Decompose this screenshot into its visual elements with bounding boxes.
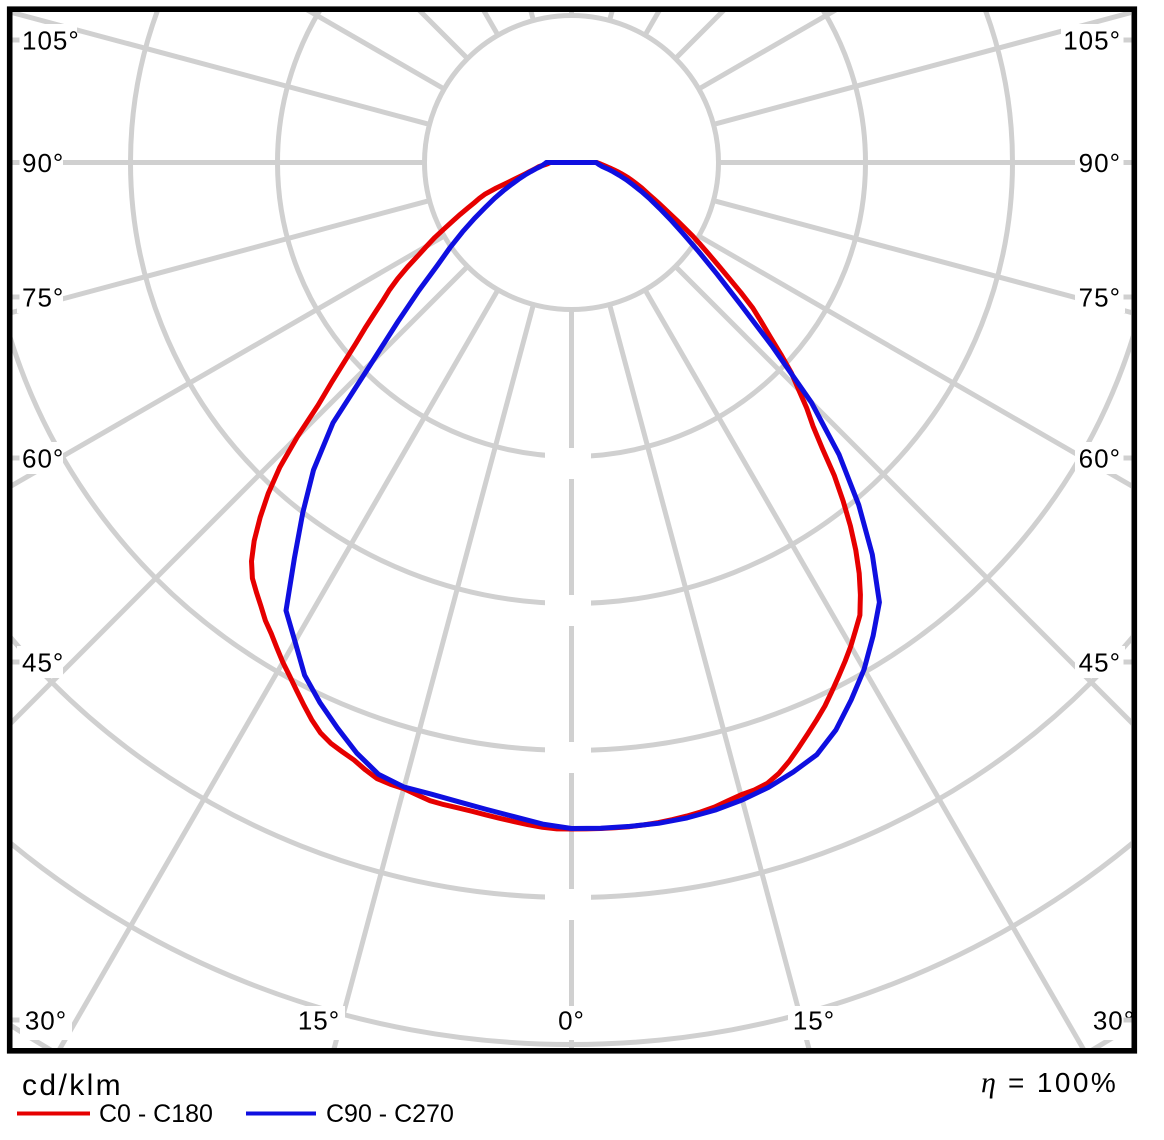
svg-text:C90 - C270: C90 - C270 bbox=[326, 1100, 454, 1128]
svg-text:0°: 0° bbox=[558, 1006, 585, 1036]
svg-text:cd/klm: cd/klm bbox=[22, 1069, 123, 1102]
svg-text:90°: 90° bbox=[1079, 148, 1121, 178]
svg-text:75°: 75° bbox=[1079, 283, 1121, 313]
svg-text:45°: 45° bbox=[1079, 648, 1121, 678]
svg-text:15°: 15° bbox=[793, 1006, 835, 1036]
svg-text:90°: 90° bbox=[22, 148, 64, 178]
svg-text:60°: 60° bbox=[1079, 444, 1121, 474]
svg-text:30°: 30° bbox=[25, 1006, 67, 1036]
svg-text:= 100%: = 100% bbox=[1008, 1067, 1118, 1098]
svg-text:C0 - C180: C0 - C180 bbox=[99, 1100, 213, 1128]
svg-text:15°: 15° bbox=[298, 1006, 340, 1036]
svg-text:60°: 60° bbox=[22, 444, 64, 474]
svg-text:η: η bbox=[981, 1066, 996, 1099]
svg-text:105°: 105° bbox=[22, 26, 80, 56]
svg-text:105°: 105° bbox=[1063, 26, 1121, 56]
svg-text:45°: 45° bbox=[22, 648, 64, 678]
svg-text:75°: 75° bbox=[22, 283, 64, 313]
